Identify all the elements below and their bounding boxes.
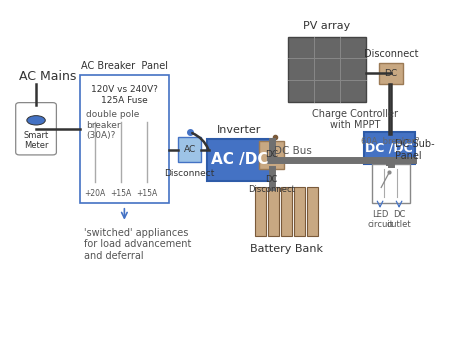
Text: Disconnect: Disconnect xyxy=(364,49,418,59)
FancyBboxPatch shape xyxy=(16,103,56,155)
Text: double pole
breaker
(30A)?: double pole breaker (30A)? xyxy=(86,110,140,140)
Bar xyxy=(294,188,305,236)
Bar xyxy=(281,188,292,236)
Text: Battery Bank: Battery Bank xyxy=(250,244,323,255)
Text: +15A: +15A xyxy=(111,189,132,198)
Text: 60A  breaker?: 60A breaker? xyxy=(361,137,420,146)
Text: DC
outlet: DC outlet xyxy=(387,210,411,229)
Text: AC /DC: AC /DC xyxy=(211,152,268,167)
Text: DC /DC: DC /DC xyxy=(365,142,413,154)
Bar xyxy=(307,188,318,236)
Text: DC: DC xyxy=(384,69,397,78)
Text: AC Breaker  Panel: AC Breaker Panel xyxy=(81,61,168,71)
Text: 120V vs 240V?
125A Fuse: 120V vs 240V? 125A Fuse xyxy=(91,85,158,104)
Bar xyxy=(178,137,201,162)
Text: 'switched' appliances
for load advancement
and deferral: 'switched' appliances for load advanceme… xyxy=(84,228,192,261)
Text: AC: AC xyxy=(184,145,196,154)
Text: Smart
Meter: Smart Meter xyxy=(23,131,49,150)
Text: +20A: +20A xyxy=(85,189,106,198)
Bar xyxy=(256,188,266,236)
Text: Inverter: Inverter xyxy=(217,125,262,136)
Text: PV array: PV array xyxy=(303,21,351,30)
Bar xyxy=(288,37,366,102)
Bar xyxy=(80,75,169,202)
Text: DC Sub-
Panel: DC Sub- Panel xyxy=(395,139,435,161)
Text: DC: DC xyxy=(265,150,278,159)
FancyBboxPatch shape xyxy=(364,132,415,164)
Bar xyxy=(379,63,403,83)
Text: LED
circuit: LED circuit xyxy=(367,210,393,229)
Bar xyxy=(259,141,284,169)
Ellipse shape xyxy=(27,116,45,125)
Bar xyxy=(268,188,279,236)
Text: +15A: +15A xyxy=(136,189,158,198)
Text: Disconnect: Disconnect xyxy=(165,169,215,178)
FancyBboxPatch shape xyxy=(207,139,272,181)
Text: Charge Controller
with MPPT: Charge Controller with MPPT xyxy=(312,109,398,130)
Text: DC
Disconnect: DC Disconnect xyxy=(248,175,295,194)
Bar xyxy=(372,164,410,202)
Text: DC Bus: DC Bus xyxy=(274,146,312,156)
Text: AC Mains: AC Mains xyxy=(19,70,76,83)
